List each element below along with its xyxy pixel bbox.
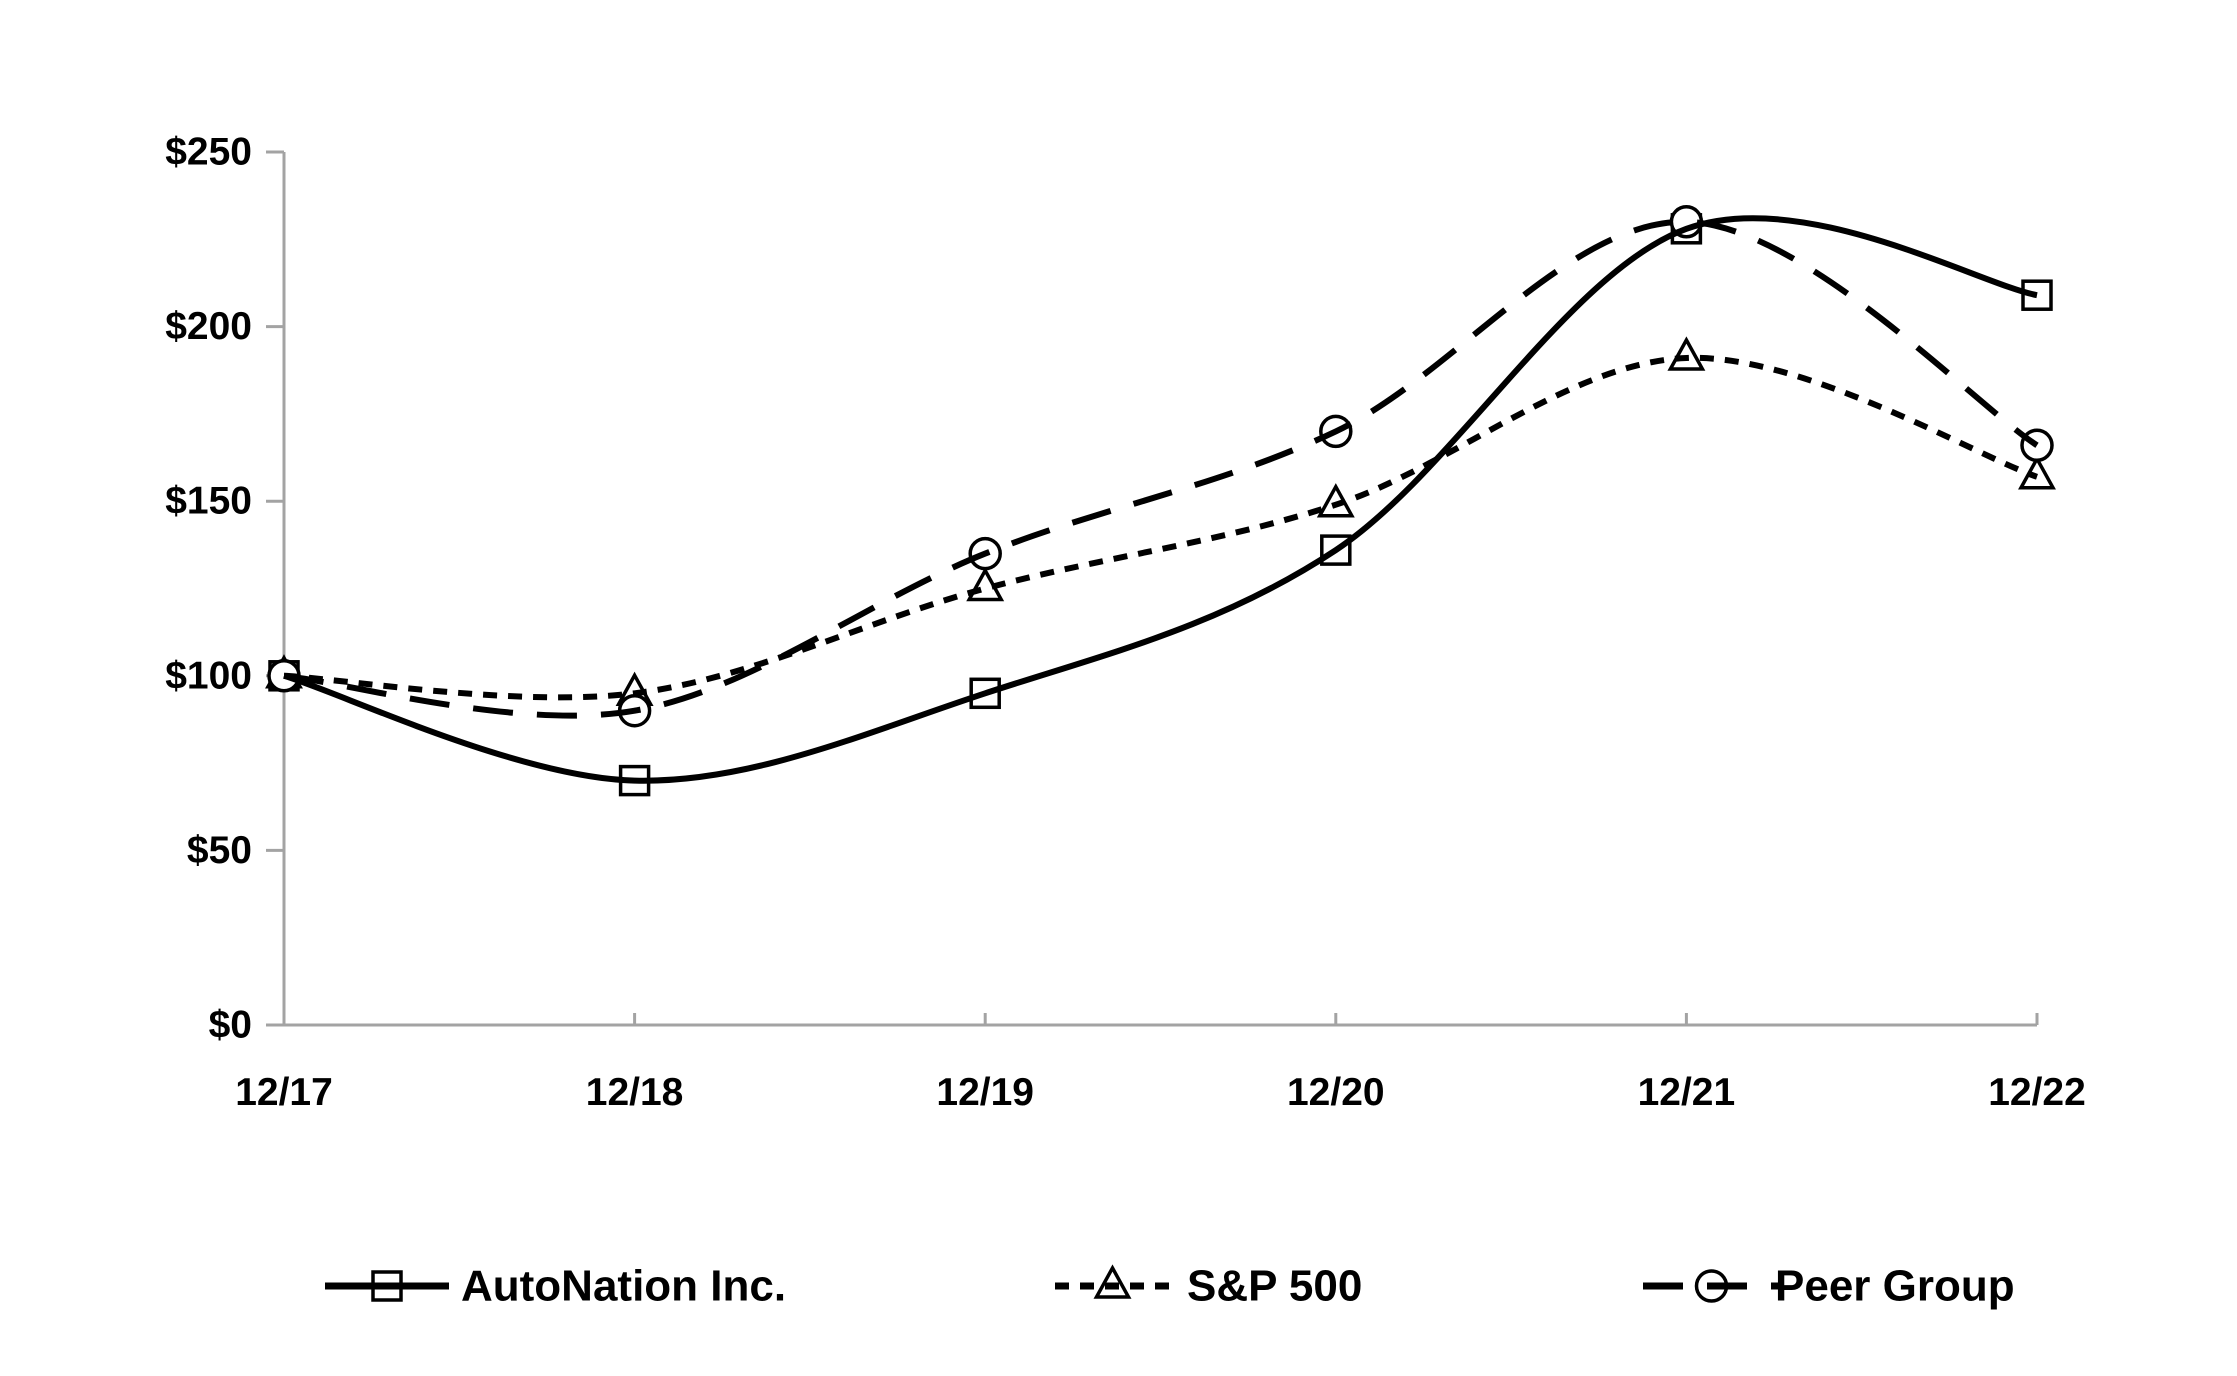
x-tick-label: 12/20 (1287, 1071, 1385, 1114)
triangle-marker-s-p-500 (1667, 336, 1706, 371)
legend-item-autonation-inc: AutoNation Inc. (325, 1262, 786, 1311)
x-tick-label: 12/22 (1988, 1071, 2086, 1114)
x-tick-label: 12/18 (586, 1071, 684, 1114)
series-line-peer-group (283, 218, 2039, 719)
triangle-marker-s-p-500 (2018, 455, 2056, 490)
y-tick-label: $50 (187, 829, 252, 872)
legend-label-autonation-inc: AutoNation Inc. (461, 1262, 786, 1311)
y-tick-label: $100 (165, 654, 252, 697)
series-lines (283, 215, 2039, 784)
series-line-s-p-500 (283, 354, 2038, 701)
axes: $0 $50 $100 $150 $200 $250 12/17 12/18 12/19 12/2… (165, 131, 2086, 1115)
y-tick-label: $0 (209, 1004, 252, 1047)
legend-label-s-p-500: S&P 500 (1187, 1262, 1362, 1311)
x-tick-label: 12/19 (936, 1071, 1034, 1114)
y-tick-label: $250 (165, 131, 252, 174)
y-tick-label: $150 (165, 480, 252, 523)
legend-item-peer-group: Peer Group (1643, 1262, 2015, 1311)
y-tick-label: $200 (165, 305, 252, 348)
triangle-marker-s-p-500 (1316, 483, 1355, 518)
data-point-markers (265, 205, 2056, 797)
series-line-autonation-inc (283, 215, 2038, 784)
legend-label-peer-group: Peer Group (1775, 1262, 2015, 1311)
x-tick-label: 12/17 (235, 1071, 333, 1114)
legend: AutoNation Inc. S&P 500 Peer Group (325, 1262, 2015, 1311)
legend-item-s-p-500: S&P 500 (1055, 1262, 1362, 1311)
x-tick-label: 12/21 (1638, 1071, 1736, 1114)
